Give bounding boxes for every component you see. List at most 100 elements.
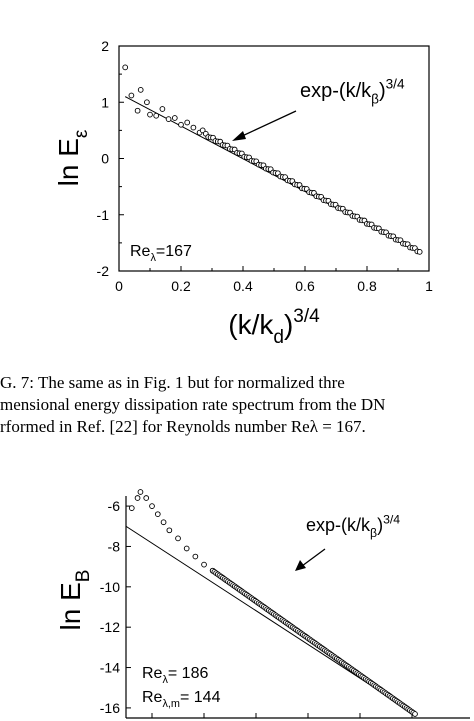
y-tick-label: -16 — [100, 700, 120, 716]
data-point — [122, 64, 129, 71]
data-point — [165, 116, 172, 122]
y-tick-label: 0 — [101, 151, 109, 167]
data-point — [378, 687, 384, 693]
data-point — [288, 623, 294, 629]
data-point — [320, 646, 327, 652]
fit-line — [125, 525, 416, 715]
data-point — [237, 587, 243, 593]
y-tick-label: -10 — [100, 579, 120, 595]
data-point — [350, 667, 357, 674]
data-point — [211, 569, 218, 575]
data-point — [190, 124, 197, 131]
data-point — [250, 596, 257, 603]
data-point — [325, 649, 332, 656]
data-point — [216, 572, 223, 579]
data-point — [178, 121, 184, 128]
data-point — [201, 561, 207, 568]
data-point — [144, 99, 150, 106]
data-point — [367, 679, 374, 686]
data-point — [390, 695, 396, 702]
data-point — [171, 115, 178, 121]
figure-caption: G. 7: The same as in Fig. 1 but for norm… — [0, 372, 474, 438]
re-label-2: Reλ,m= 144 — [142, 689, 221, 710]
data-point — [393, 697, 400, 704]
y-tick-label: -2 — [97, 263, 110, 279]
data-point — [183, 545, 190, 552]
data-point — [369, 681, 376, 687]
data-point — [407, 707, 413, 714]
data-point — [354, 670, 361, 676]
data-point — [286, 622, 293, 628]
data-point — [335, 656, 342, 663]
data-point — [166, 527, 173, 534]
x-tick-label: 0 — [115, 278, 123, 294]
data-point — [267, 608, 274, 615]
data-point — [352, 668, 359, 675]
y-tick-label: -12 — [100, 619, 120, 635]
data-point — [356, 671, 362, 678]
data-point — [291, 625, 298, 632]
chart-top: 0 0.2 0.4 0.6 0.8 1 2 1 0 -1 -2 ln Eε (k/kd)3/4 exp-(… — [53, 38, 433, 348]
x-tick-label: 0.4 — [233, 278, 253, 294]
data-point — [316, 643, 323, 650]
y-axis-label: ln EB — [55, 570, 94, 631]
re-label: Reλ=167 — [130, 243, 192, 264]
data-point — [159, 106, 166, 112]
data-point — [305, 635, 311, 641]
data-point — [318, 644, 325, 651]
data-point — [303, 634, 310, 640]
data-point — [264, 606, 270, 613]
data-point — [276, 614, 282, 621]
data-point — [330, 653, 337, 660]
data-point — [296, 629, 303, 635]
data-point — [391, 696, 398, 703]
data-point — [149, 503, 155, 509]
data-point — [279, 617, 286, 623]
data-point — [209, 567, 216, 574]
data-point — [403, 705, 410, 711]
data-point — [298, 630, 304, 637]
data-point — [395, 699, 401, 705]
data-point — [366, 678, 372, 685]
data-point — [143, 495, 150, 501]
annotation-label: exp-(k/kβ)3/4 — [306, 512, 400, 539]
data-point — [293, 626, 299, 633]
data-point — [134, 495, 141, 501]
y-axis-label: ln Eε — [53, 129, 92, 186]
data-point — [340, 660, 347, 667]
x-tick-label: 1 — [425, 278, 433, 294]
data-point — [408, 708, 415, 715]
data-point — [289, 624, 296, 631]
data-point — [277, 615, 284, 622]
data-point — [257, 601, 264, 608]
data-point — [137, 489, 144, 495]
caption-line-3: rformed in Ref. [22] for Reynolds number… — [0, 417, 366, 436]
data-point — [398, 701, 405, 708]
data-point — [388, 694, 395, 700]
y-tick-label: 2 — [101, 38, 109, 54]
data-point — [243, 591, 250, 598]
data-point — [252, 597, 259, 604]
re-label-1: Reλ= 186 — [142, 665, 208, 686]
data-point — [269, 609, 276, 616]
x-tick-label: 0.8 — [357, 278, 377, 294]
data-point — [259, 602, 265, 609]
data-point — [262, 605, 269, 611]
data-point — [332, 654, 338, 661]
x-tick-label: 0.6 — [295, 278, 315, 294]
data-point — [214, 571, 221, 578]
data-point — [401, 703, 408, 710]
data-point — [255, 600, 262, 607]
data-point — [364, 677, 371, 684]
data-point — [344, 662, 350, 669]
data-point — [284, 620, 291, 627]
data-point — [322, 647, 328, 653]
data-point — [306, 636, 313, 643]
data-point — [386, 693, 393, 699]
data-point — [238, 588, 245, 594]
data-point — [248, 595, 255, 602]
data-point — [400, 702, 406, 709]
data-point — [254, 599, 260, 605]
x-tick-label: 0.2 — [171, 278, 191, 294]
